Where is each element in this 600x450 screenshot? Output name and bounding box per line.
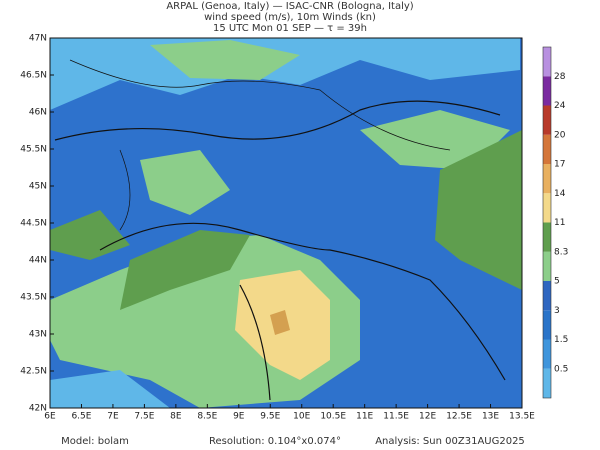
field-area	[50, 370, 170, 408]
colorbar-label: 1.5	[554, 335, 568, 345]
header-line: ARPAL (Genoa, Italy) — ISAC-CNR (Bologna…	[166, 1, 413, 12]
lat-label: 45.5N	[20, 145, 47, 155]
lon-label: 8.5E	[197, 412, 217, 422]
colorbar-label: 11	[554, 218, 565, 228]
lat-label: 44.5N	[20, 219, 47, 229]
colorbar-segment	[543, 193, 551, 223]
colorbar-segment	[543, 310, 551, 340]
colorbar-segment	[543, 281, 551, 311]
colorbar-label: 5	[554, 277, 560, 287]
lon-label: 12E	[419, 412, 436, 422]
colorbar-label: 8.3	[554, 247, 568, 257]
colorbar-label: 0.5	[554, 364, 568, 374]
colorbar-segment	[543, 164, 551, 194]
colorbar-segment	[543, 339, 551, 369]
colorbar-label: 17	[554, 160, 565, 170]
field-area	[150, 40, 300, 80]
field-area	[50, 210, 130, 260]
colorbar-segment	[543, 251, 551, 281]
lon-label: 11E	[356, 412, 373, 422]
lon-label: 10E	[293, 412, 310, 422]
lat-label: 43N	[29, 330, 47, 340]
colorbar-segment	[543, 105, 551, 135]
colorbar-segment	[543, 368, 551, 398]
footer-text: Model: bolam	[61, 436, 129, 447]
footer-text: Resolution: 0.104°x0.074°	[209, 436, 341, 447]
lon-label: 8E	[170, 412, 182, 422]
lon-label: 9E	[233, 412, 245, 422]
map-field	[50, 38, 522, 408]
colorbar-label: 28	[554, 72, 566, 82]
lon-label: 7E	[107, 412, 119, 422]
field-area	[140, 150, 230, 215]
lat-label: 44N	[29, 256, 47, 266]
field-area	[435, 130, 522, 290]
colorbar-label: 20	[554, 130, 566, 140]
colorbar-frame	[542, 46, 552, 399]
header-line: wind speed (m/s), 10m Winds (kn)	[204, 12, 376, 23]
lat-label: 47N	[29, 34, 47, 44]
colorbar-segment	[543, 134, 551, 164]
lon-label: 10.5E	[320, 412, 346, 422]
lon-label: 6E	[44, 412, 56, 422]
lon-label: 12.5E	[446, 412, 472, 422]
lon-label: 11.5E	[383, 412, 409, 422]
lon-label: 7.5E	[134, 412, 154, 422]
colorbar-segment	[543, 76, 551, 106]
lat-label: 42N	[29, 404, 47, 414]
header-line: 15 UTC Mon 01 SEP — τ = 39h	[213, 23, 367, 34]
field-area	[120, 230, 250, 310]
lat-label: 46.5N	[20, 71, 47, 81]
coastline	[54, 100, 506, 401]
colorbar-label: 14	[554, 189, 566, 199]
colorbar-label: 24	[554, 101, 566, 111]
lon-label: 6.5E	[71, 412, 91, 422]
lon-label: 13E	[482, 412, 499, 422]
colorbar-segment	[543, 222, 551, 252]
lat-label: 46N	[29, 108, 47, 118]
lat-label: 43.5N	[20, 293, 47, 303]
lon-label: 13.5E	[509, 412, 535, 422]
border	[69, 59, 451, 231]
lat-label: 42.5N	[20, 367, 47, 377]
colorbar-label: 3	[554, 306, 560, 316]
colorbar-segment	[543, 47, 551, 77]
footer-text: Analysis: Sun 00Z31AUG2025	[375, 436, 525, 447]
lon-label: 9.5E	[260, 412, 280, 422]
lat-label: 45N	[29, 182, 47, 192]
field-area	[270, 310, 290, 335]
